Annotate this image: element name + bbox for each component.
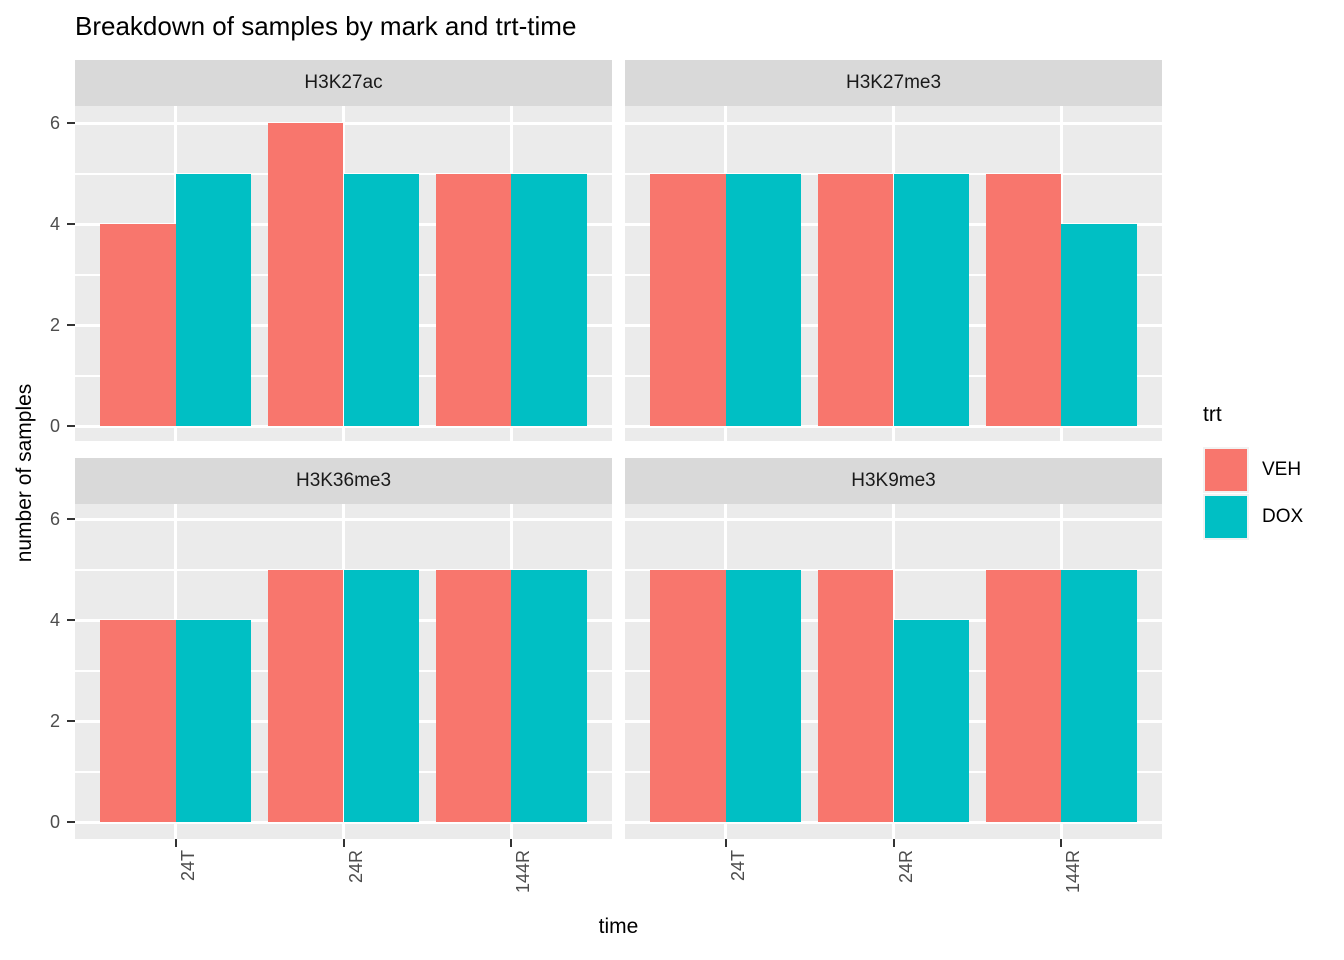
bar-H3K9me3-144R-DOX [1061,569,1137,822]
x-tick-label: 24R [345,850,366,884]
bar-H3K27ac-144R-DOX [511,173,587,426]
x-tick [174,839,177,847]
x-tick-label: 144R [1063,850,1084,894]
facet-panel-H3K27me3 [625,106,1162,441]
y-tick [67,324,75,326]
bar-H3K36me3-24R-DOX [343,569,419,822]
bar-H3K36me3-24T-DOX [175,620,251,822]
y-tick-label: 6 [49,113,60,133]
bar-H3K27me3-24R-DOX [893,173,969,426]
bar-H3K9me3-144R-VEH [986,569,1062,822]
bar-H3K27me3-144R-VEH [986,173,1062,426]
bar-H3K9me3-24R-DOX [893,620,969,822]
y-tick [67,518,75,520]
bar-H3K36me3-144R-DOX [511,569,587,822]
x-tick [1060,839,1063,847]
facet-strip-label: H3K36me3 [295,470,392,491]
bar-H3K27me3-24T-VEH [650,173,726,426]
facet-strip-H3K27ac: H3K27ac [75,60,612,106]
legend-title: trt [1203,403,1222,426]
y-tick [67,122,75,124]
facet-strip-label: H3K27me3 [845,72,942,93]
facet-strip-H3K9me3: H3K9me3 [625,458,1162,504]
legend-label-dox: DOX [1262,506,1304,527]
facet-strip-label: H3K9me3 [851,470,936,491]
y-tick [67,821,75,823]
y-tick-label: 4 [49,610,60,630]
bar-H3K27me3-24T-DOX [725,173,801,426]
x-tick [342,839,345,847]
x-tick-label: 24T [177,850,198,882]
y-tick [67,720,75,722]
y-axis-title: number of samples [13,383,36,563]
y-tick-label: 6 [49,509,60,529]
y-tick-label: 2 [49,315,60,335]
x-tick-label: 144R [513,850,534,894]
bar-H3K27ac-24T-VEH [100,224,176,426]
dox-color-swatch [1205,496,1247,538]
y-tick-label: 4 [49,214,60,234]
x-tick-label: 24T [727,850,748,882]
bar-H3K36me3-24T-VEH [100,620,176,822]
veh-color-swatch [1205,449,1247,491]
bar-H3K27me3-24R-VEH [818,173,894,426]
bar-H3K9me3-24R-VEH [818,569,894,822]
facet-strip-H3K27me3: H3K27me3 [625,60,1162,106]
legend-label-veh: VEH [1262,459,1302,480]
x-axis-title: time [598,915,639,938]
chart-title: Breakdown of samples by mark and trt-tim… [75,11,577,41]
facet-strip-label: H3K27ac [304,72,383,93]
x-tick [724,839,727,847]
y-tick-label: 2 [49,711,60,731]
facet-panel-H3K9me3 [625,504,1162,839]
y-tick-label: 0 [49,416,60,436]
x-tick-label: 24R [895,850,916,884]
y-tick [67,223,75,225]
legend-key-dox [1203,494,1249,540]
bar-H3K36me3-24R-VEH [268,569,344,822]
x-tick [510,839,513,847]
y-tick [67,425,75,427]
bar-H3K27me3-144R-DOX [1061,224,1137,426]
bar-H3K36me3-144R-VEH [436,569,512,822]
facet-panel-H3K27ac [75,106,612,441]
y-tick-label: 0 [49,812,60,832]
bar-H3K9me3-24T-VEH [650,569,726,822]
bar-H3K27ac-144R-VEH [436,173,512,426]
legend-key-veh [1203,447,1249,493]
facet-panel-H3K36me3 [75,504,612,839]
bar-H3K27ac-24T-DOX [175,173,251,426]
x-tick [892,839,895,847]
bar-H3K27ac-24R-DOX [343,173,419,426]
bar-H3K27ac-24R-VEH [268,123,344,426]
facet-strip-H3K36me3: H3K36me3 [75,458,612,504]
y-tick [67,619,75,621]
bar-H3K9me3-24T-DOX [725,569,801,822]
